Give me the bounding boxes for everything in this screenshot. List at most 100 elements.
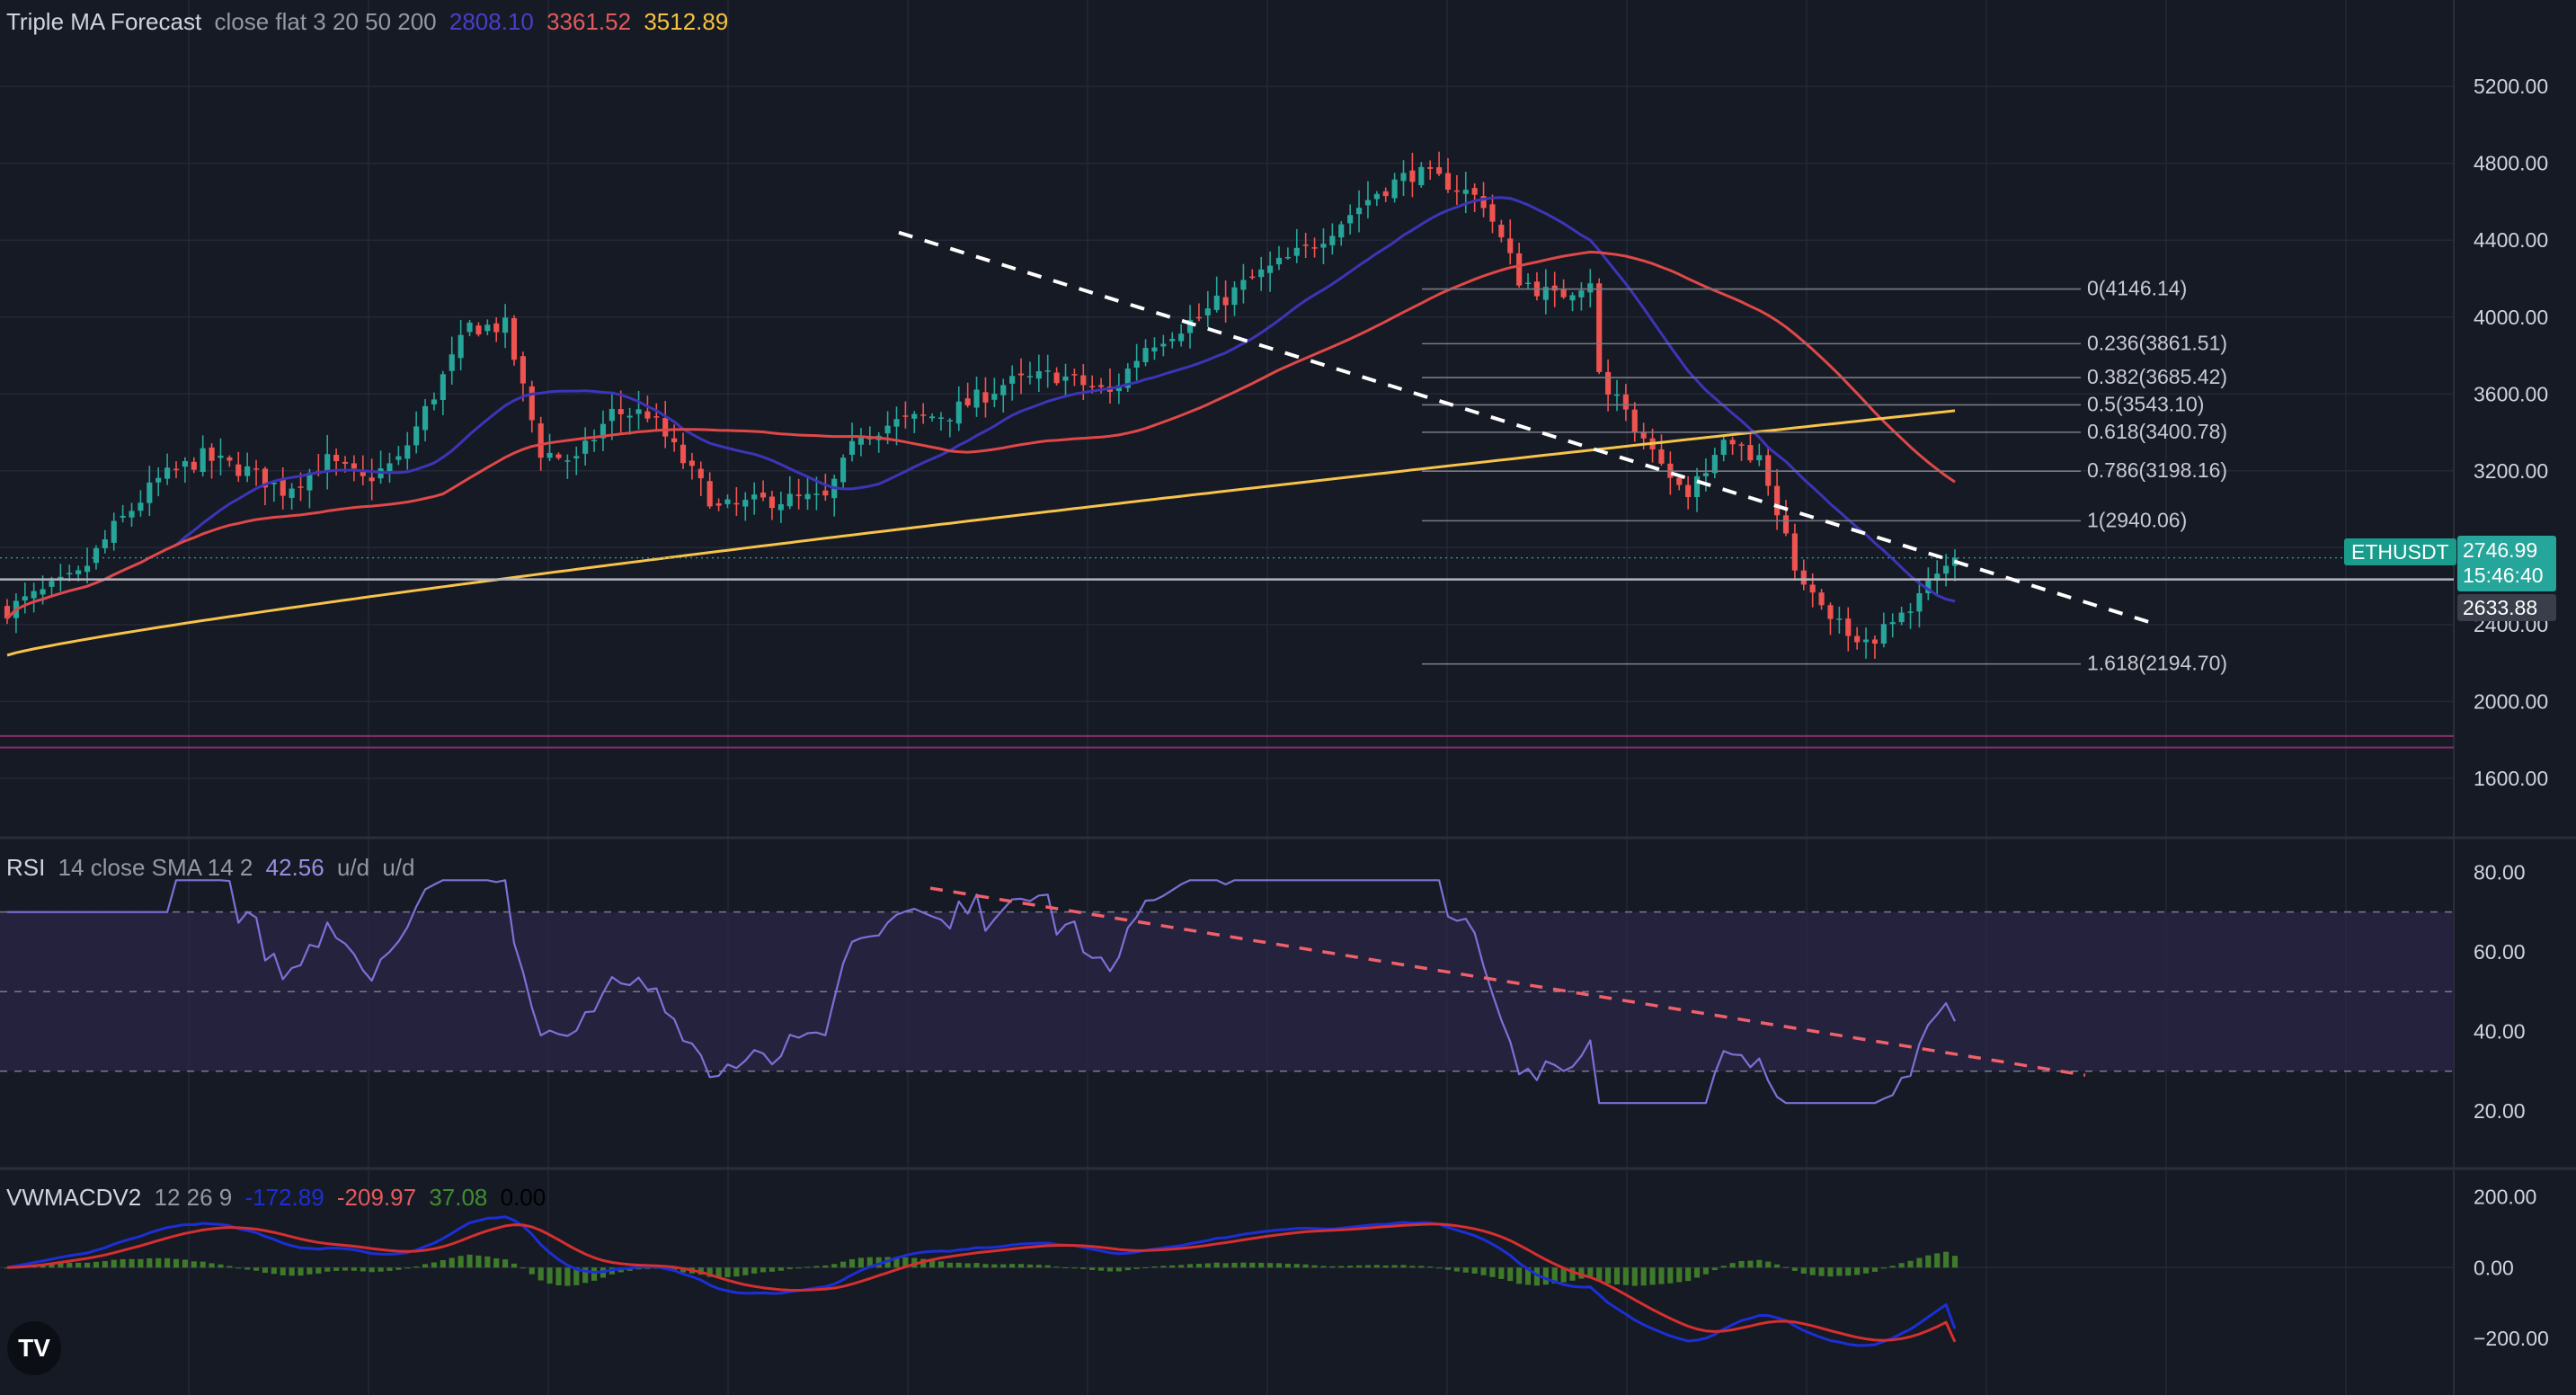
candle-body[interactable] bbox=[58, 576, 64, 580]
candle-body[interactable] bbox=[1329, 235, 1336, 245]
candle-body[interactable] bbox=[1774, 485, 1781, 516]
candle-body[interactable] bbox=[529, 386, 535, 421]
macd-line[interactable] bbox=[6, 1215, 1957, 1347]
candle-body[interactable] bbox=[1249, 276, 1256, 279]
candle-body[interactable] bbox=[742, 500, 749, 507]
candle-body[interactable] bbox=[946, 420, 953, 422]
candle-body[interactable] bbox=[1204, 308, 1211, 315]
candle-body[interactable] bbox=[662, 417, 669, 437]
legend-main[interactable]: Triple MA Forecast close flat 3 20 50 20… bbox=[6, 8, 734, 36]
candle-body[interactable] bbox=[626, 415, 633, 418]
candle-body[interactable] bbox=[4, 606, 11, 618]
candle-body[interactable] bbox=[67, 573, 73, 574]
candle-body[interactable] bbox=[1080, 375, 1087, 386]
candle-body[interactable] bbox=[1685, 484, 1692, 498]
candle-body[interactable] bbox=[1044, 370, 1051, 372]
candle-body[interactable] bbox=[1302, 244, 1309, 246]
candle-body[interactable] bbox=[688, 460, 695, 466]
candle-body[interactable] bbox=[786, 493, 793, 507]
candle-body[interactable] bbox=[31, 591, 37, 599]
candle-body[interactable] bbox=[1436, 167, 1443, 174]
candle-body[interactable] bbox=[129, 511, 135, 518]
candle-body[interactable] bbox=[22, 596, 28, 601]
candle-body[interactable] bbox=[1462, 190, 1469, 194]
candle-body[interactable] bbox=[324, 454, 331, 472]
candle-body[interactable] bbox=[1160, 343, 1167, 347]
candle-body[interactable] bbox=[751, 494, 758, 500]
candle-body[interactable] bbox=[1827, 605, 1834, 619]
candle-body[interactable] bbox=[1880, 624, 1887, 644]
candle-body[interactable] bbox=[1489, 204, 1496, 222]
candle-body[interactable] bbox=[520, 356, 526, 384]
candle-body[interactable] bbox=[1845, 618, 1852, 636]
candle-body[interactable] bbox=[733, 502, 740, 505]
candle-body[interactable] bbox=[431, 399, 438, 404]
candle-body[interactable] bbox=[840, 458, 847, 483]
candle-body[interactable] bbox=[306, 472, 313, 491]
candle-body[interactable] bbox=[1373, 193, 1380, 200]
candle-body[interactable] bbox=[191, 461, 197, 470]
candle-body[interactable] bbox=[1000, 385, 1007, 395]
candle-body[interactable] bbox=[1169, 339, 1176, 342]
candle-body[interactable] bbox=[1738, 444, 1745, 446]
candle-body[interactable] bbox=[413, 426, 420, 446]
candle-body[interactable] bbox=[1178, 333, 1185, 342]
legend-rsi[interactable]: RSI 14 close SMA 14 2 42.56 u/d u/d bbox=[6, 854, 421, 882]
candle-body[interactable] bbox=[493, 323, 500, 333]
candle-body[interactable] bbox=[760, 493, 767, 498]
candle-body[interactable] bbox=[848, 440, 856, 455]
candle-body[interactable] bbox=[280, 479, 286, 496]
candle-body[interactable] bbox=[937, 417, 945, 419]
candle-body[interactable] bbox=[1747, 445, 1754, 461]
candle-body[interactable] bbox=[1320, 244, 1327, 248]
candle-body[interactable] bbox=[1516, 253, 1523, 286]
candle-body[interactable] bbox=[386, 463, 393, 472]
candle-body[interactable] bbox=[1782, 515, 1790, 534]
candle-body[interactable] bbox=[289, 488, 295, 498]
candle-body[interactable] bbox=[768, 496, 776, 509]
candle-body[interactable] bbox=[804, 493, 811, 500]
ma200-line[interactable] bbox=[6, 409, 1956, 657]
candle-body[interactable] bbox=[484, 324, 491, 332]
candle-body[interactable] bbox=[955, 401, 962, 424]
candle-body[interactable] bbox=[1124, 369, 1131, 388]
candle-body[interactable] bbox=[1347, 215, 1354, 224]
candle-body[interactable] bbox=[1622, 394, 1629, 410]
candle-body[interactable] bbox=[920, 414, 927, 416]
candle-body[interactable] bbox=[102, 539, 108, 548]
candle-body[interactable] bbox=[209, 447, 215, 461]
candle-body[interactable] bbox=[1640, 432, 1647, 439]
candle-body[interactable] bbox=[173, 468, 180, 471]
candle-body[interactable] bbox=[1409, 170, 1416, 182]
candle-body[interactable] bbox=[1907, 611, 1914, 613]
candle-body[interactable] bbox=[1800, 570, 1807, 585]
candle-body[interactable] bbox=[697, 468, 704, 479]
candle-body[interactable] bbox=[555, 454, 562, 458]
candle-body[interactable] bbox=[857, 438, 864, 445]
candle-body[interactable] bbox=[1444, 173, 1452, 191]
candle-body[interactable] bbox=[1195, 316, 1202, 319]
candle-body[interactable] bbox=[1658, 449, 1665, 464]
candle-body[interactable] bbox=[360, 469, 366, 476]
candle-body[interactable] bbox=[1524, 282, 1532, 284]
candle-body[interactable] bbox=[1560, 289, 1567, 298]
candle-body[interactable] bbox=[1542, 287, 1549, 300]
candle-body[interactable] bbox=[271, 483, 277, 484]
candle-body[interactable] bbox=[902, 415, 909, 417]
candle-body[interactable] bbox=[1702, 473, 1710, 476]
candle-body[interactable] bbox=[155, 477, 162, 483]
candle-body[interactable] bbox=[1231, 287, 1238, 306]
candle-body[interactable] bbox=[40, 589, 46, 595]
candle-body[interactable] bbox=[227, 457, 233, 461]
candle-body[interactable] bbox=[1756, 455, 1763, 461]
candle-body[interactable] bbox=[546, 452, 553, 458]
candle-body[interactable] bbox=[1578, 290, 1585, 298]
candle-body[interactable] bbox=[120, 515, 126, 518]
candle-body[interactable] bbox=[1026, 376, 1033, 378]
fibonacci-retracement[interactable]: 0(4146.14) 0.236(3861.51) 0.382(3685.42) 0.… bbox=[1422, 277, 2227, 675]
candle-body[interactable] bbox=[200, 448, 206, 473]
candle-body[interactable] bbox=[1382, 191, 1389, 197]
ma50-line[interactable] bbox=[5, 250, 1956, 620]
candle-body[interactable] bbox=[466, 322, 473, 333]
